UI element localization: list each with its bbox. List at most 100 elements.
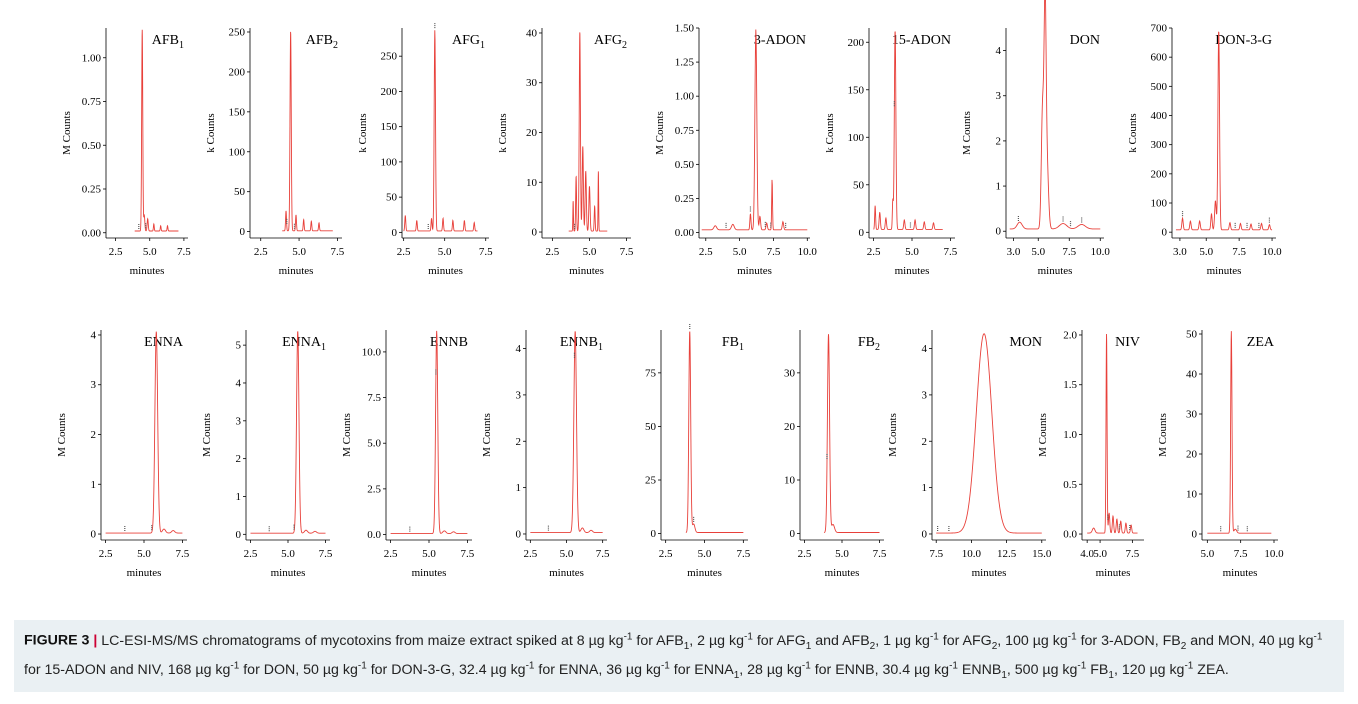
caption-fragment: -1 (1313, 631, 1323, 642)
y-tick-label: 150 (381, 121, 398, 133)
caption-fragment: and AFB (811, 632, 870, 649)
caption-fragment: ENNB (957, 662, 1002, 679)
caption-fragment: for 3-ADON, FB (1076, 632, 1181, 649)
chromatogram-trace (403, 30, 478, 232)
y-tick-label: 0.00 (82, 227, 102, 239)
x-tick-label: 7.5 (736, 548, 750, 560)
y-tick-label: 0 (240, 226, 246, 238)
x-tick-label: 5.0 (1093, 548, 1107, 560)
caption-fragment: 1 (733, 670, 740, 682)
y-tick-label: 0 (859, 227, 865, 239)
chart-title: ENNB1 (560, 335, 603, 353)
chart-title-text: FB (722, 335, 739, 350)
x-tick-label: 7.5 (620, 246, 634, 258)
y-tick-label: 2 (91, 429, 97, 441)
y-tick-label: 3 (91, 379, 97, 391)
y-tick-label: 10 (1186, 489, 1198, 501)
y-axis-label: M Counts (1037, 413, 1049, 457)
x-tick-label: 7.5 (479, 246, 493, 258)
chart-title-text: FB (858, 335, 875, 350)
x-tick-label: 7.5 (461, 548, 475, 560)
y-tick-label: 150 (229, 106, 246, 118)
y-tick-label: 10.0 (362, 346, 382, 358)
chart-panel-don: 0 1 2 3 4 3.0 5.0 7.5 10.0 minutes M Counts DON (961, 0, 1110, 277)
chart-title-text: AFG (594, 33, 622, 48)
chart-title: AFG1 (452, 33, 485, 51)
caption-fragment: , 120 µg kg (1113, 662, 1185, 679)
y-tick-label: 0 (236, 529, 242, 541)
caption-text: LC-ESI-MS/MS chromatograms of mycotoxins… (24, 631, 1323, 682)
y-tick-label: 5 (236, 340, 242, 352)
x-tick-label: 15.0 (1032, 548, 1052, 560)
caption-label: FIGURE 3 (24, 632, 90, 649)
x-tick-label: 2.5 (699, 246, 713, 258)
chart-title-text: DON (1070, 33, 1100, 48)
y-axis-label: k Counts (497, 113, 509, 152)
caption-fragment: LC-ESI-MS/MS chromatograms of mycotoxins… (101, 632, 589, 649)
chart-panel-zea: 0 10 20 30 40 50 5.0 7.5 10.0 minutes M Counts ZEA (1157, 329, 1284, 580)
y-tick-label: 1.25 (675, 57, 695, 69)
caption-fragment: , 500 µg kg (1006, 662, 1078, 679)
chart-title-subscript: 1 (480, 40, 485, 51)
caption-fragment: 1 (1108, 670, 1114, 682)
caption-fragment: -1 (1077, 660, 1087, 672)
y-tick-label: 2.0 (1063, 329, 1077, 341)
x-tick-label: 2.5 (254, 246, 268, 258)
y-tick-label: 100 (848, 132, 865, 144)
y-tick-label: 0 (922, 528, 928, 540)
y-tick-label: 3 (236, 415, 242, 427)
y-tick-label: 4 (236, 377, 242, 389)
y-tick-label: 10 (784, 475, 796, 487)
y-tick-label: 75 (645, 367, 657, 379)
y-tick-label: 1.00 (82, 52, 102, 64)
y-tick-label: 100 (229, 146, 246, 158)
x-tick-label: 2.5 (397, 246, 411, 258)
y-tick-label: 50 (853, 179, 865, 191)
chromatogram-trace (282, 31, 333, 232)
y-tick-label: 1 (91, 479, 97, 491)
caption-fragment: -1 (230, 660, 240, 672)
y-axis-label: M Counts (887, 413, 899, 457)
x-tick-label: 3.0 (1007, 246, 1021, 258)
y-tick-label: 0.00 (675, 227, 695, 239)
x-tick-label: 5.0 (905, 246, 919, 258)
y-tick-label: 50 (234, 186, 246, 198)
y-tick-label: 0 (532, 227, 538, 239)
y-axis-label: k Counts (205, 113, 217, 152)
chart-title: 3-ADON (754, 33, 806, 48)
x-axis-label: minutes (972, 567, 1007, 579)
chromatogram-trace (1207, 331, 1272, 534)
y-tick-label: 250 (229, 26, 246, 38)
caption-fragment: for DON, 50 µg kg (239, 662, 358, 679)
chart-title-text: AFG (452, 33, 480, 48)
y-tick-label: 20 (784, 421, 796, 433)
caption-fragment: 1 (683, 640, 690, 652)
y-tick-label: 30 (526, 77, 538, 89)
y-tick-label: 1 (922, 482, 928, 494)
x-tick-label: 7.5 (929, 548, 943, 560)
y-tick-label: 0.50 (675, 159, 695, 171)
chromatogram-trace (936, 333, 1042, 534)
y-tick-label: 250 (381, 51, 398, 63)
x-axis-label: minutes (279, 265, 314, 277)
y-tick-label: 0 (996, 226, 1002, 238)
chromatogram-trace (701, 29, 808, 231)
y-tick-label: 50 (1186, 329, 1198, 341)
caption-fragment: for 15-ADON and NIV, 168 µg kg (24, 662, 231, 679)
y-tick-label: 0.75 (675, 125, 695, 137)
x-axis-label: minutes (428, 265, 463, 277)
y-axis-label: M Counts (1157, 413, 1169, 457)
y-tick-label: 700 (1151, 23, 1168, 35)
y-tick-label: 2 (516, 436, 522, 448)
x-tick-label: 7.5 (1234, 548, 1248, 560)
chart-title-text: AFB (152, 33, 179, 48)
y-axis-label: k Counts (824, 113, 836, 152)
chart-title-text: ENNB (430, 335, 468, 350)
chart-panel-15-adon: 0 50 100 150 200 2.5 5.0 7.5 minutes k Counts 15-A… (824, 28, 958, 277)
chart-title-text: ENNA (144, 335, 184, 350)
caption-fragment: -1 (660, 660, 670, 672)
y-tick-label: 1 (996, 181, 1002, 193)
caption-fragment: FB (1086, 662, 1109, 679)
